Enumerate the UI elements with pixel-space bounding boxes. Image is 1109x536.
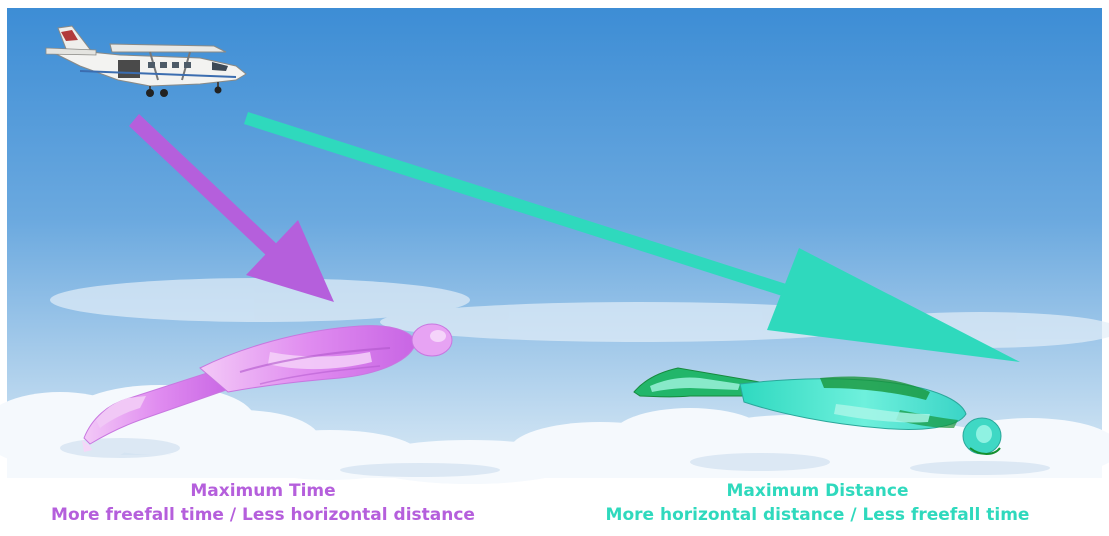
caption-distance-subtitle: More horizontal distance / Less freefall… [605,505,1030,525]
time-skydiver-figure [82,323,453,452]
caption-maximum-distance: Maximum Distance More horizontal distanc… [580,479,1055,527]
caption-time-title: Maximum Time [190,481,336,501]
caption-time-subtitle: More freefall time / Less horizontal dis… [51,505,475,525]
caption-maximum-time: Maximum Time More freefall time / Less h… [28,479,498,527]
distance-arrow-icon [244,112,1020,362]
skydiving-aircraft-icon [45,25,247,97]
caption-distance-title: Maximum Distance [726,481,909,501]
haze-clouds [50,278,1109,348]
distance-skydiver-figure [633,367,1002,455]
time-arrow-icon [129,114,334,302]
